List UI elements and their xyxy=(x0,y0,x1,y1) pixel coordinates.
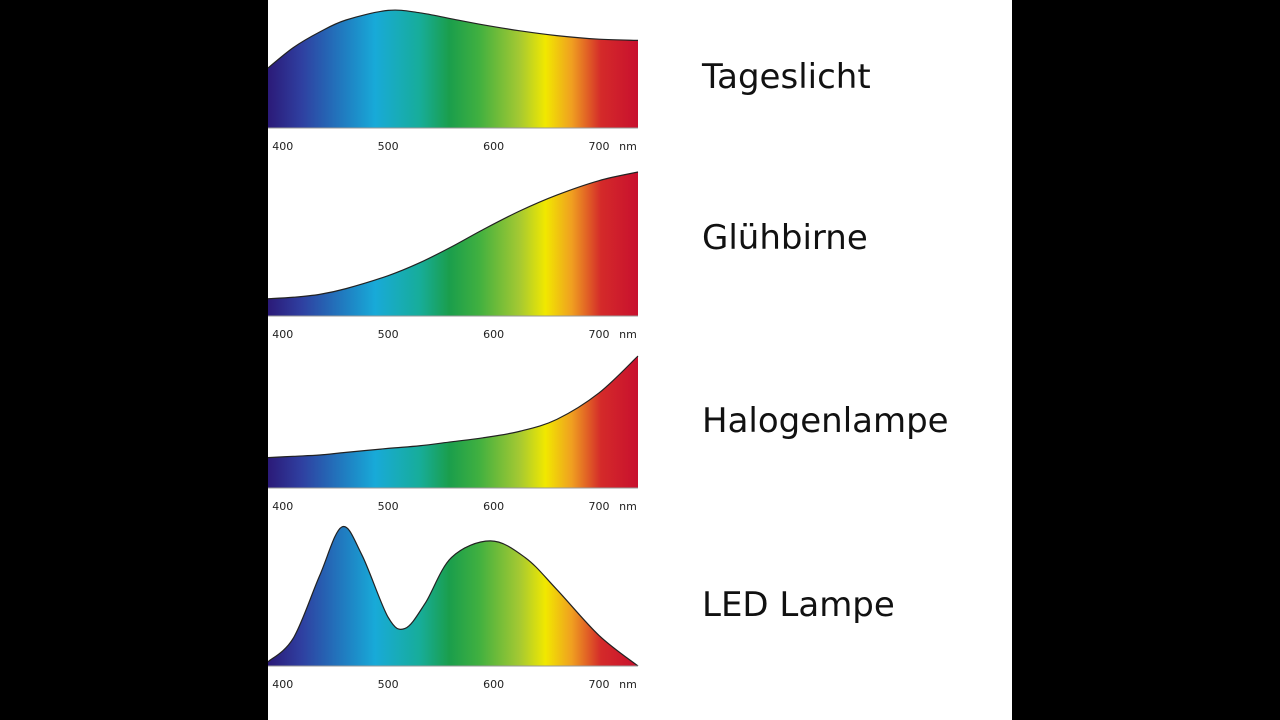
spectrum-fill xyxy=(268,526,638,666)
x-tick-label: 600 xyxy=(483,500,504,513)
chart-title: LED Lampe xyxy=(702,585,895,625)
x-tick-label: 700 xyxy=(588,140,609,153)
charts: 400 500 600 700 nm Tageslicht 400 500 600 700 nm Gl… xyxy=(267,9,949,691)
spectrum-line xyxy=(267,9,639,69)
x-axis-label: nm xyxy=(619,328,637,341)
chart-title: Halogenlampe xyxy=(702,401,949,441)
x-tick-label: 400 xyxy=(272,328,293,341)
x-tick-label: 600 xyxy=(483,328,504,341)
spectrum-fill xyxy=(268,10,638,128)
x-tick-label: 500 xyxy=(378,328,399,341)
x-tick-label: 500 xyxy=(378,500,399,513)
x-tick-label: 600 xyxy=(483,140,504,153)
chart-title: Tageslicht xyxy=(701,57,871,97)
spectrum-fill xyxy=(268,172,638,316)
x-tick-label: 500 xyxy=(378,140,399,153)
x-tick-label: 700 xyxy=(588,500,609,513)
x-tick-label: 400 xyxy=(272,140,293,153)
chart-title: Glühbirne xyxy=(702,218,868,258)
x-axis-label: nm xyxy=(619,140,637,153)
x-tick-label: 600 xyxy=(483,678,504,691)
spectrum-line xyxy=(267,525,639,667)
x-axis-label: nm xyxy=(619,678,637,691)
x-tick-label: 700 xyxy=(588,678,609,691)
spectrum-fill xyxy=(268,356,638,488)
x-tick-label: 400 xyxy=(272,678,293,691)
spectrum-line xyxy=(267,171,639,300)
spectrum-line xyxy=(267,355,639,459)
x-axis-label: nm xyxy=(619,500,637,513)
x-tick-label: 500 xyxy=(378,678,399,691)
x-tick-label: 400 xyxy=(272,500,293,513)
x-tick-label: 700 xyxy=(588,328,609,341)
